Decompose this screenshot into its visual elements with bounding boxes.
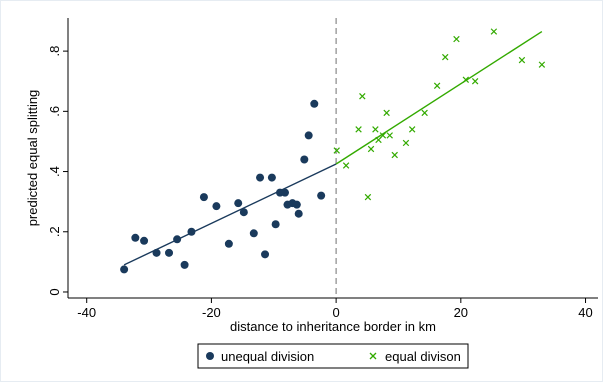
x-tick-label: 20 bbox=[454, 305, 468, 320]
point-unequal-division bbox=[256, 173, 265, 182]
point-unequal-division bbox=[187, 227, 196, 236]
point-unequal-division bbox=[212, 202, 221, 211]
point-equal-division bbox=[355, 126, 362, 133]
point-equal-division bbox=[342, 162, 350, 169]
point-unequal-division bbox=[180, 260, 189, 269]
point-equal-division bbox=[453, 35, 460, 43]
y-tick-label: .6 bbox=[47, 106, 62, 117]
y-tick-label: 0 bbox=[47, 288, 62, 295]
fit-line-equal-division bbox=[335, 30, 543, 165]
point-unequal-division bbox=[292, 200, 301, 209]
point-unequal-division bbox=[304, 131, 313, 140]
point-equal-division bbox=[383, 109, 390, 117]
y-axis-title: predicted equal splitting bbox=[25, 90, 40, 227]
point-unequal-division bbox=[239, 208, 248, 217]
point-unequal-division bbox=[224, 239, 233, 248]
point-unequal-division bbox=[280, 188, 289, 197]
point-equal-division bbox=[372, 126, 379, 133]
point-equal-division bbox=[433, 82, 441, 89]
point-unequal-division bbox=[140, 236, 149, 245]
point-unequal-division bbox=[173, 235, 182, 244]
data-points bbox=[120, 28, 546, 274]
point-unequal-division bbox=[261, 250, 270, 259]
point-equal-division bbox=[333, 147, 340, 154]
y-tick-label: .4 bbox=[47, 166, 62, 177]
point-unequal-division bbox=[165, 248, 174, 257]
point-equal-division bbox=[364, 193, 372, 201]
legend-marker-equal-division bbox=[369, 352, 377, 360]
legend-label-unequal-division: unequal division bbox=[221, 349, 314, 364]
point-unequal-division bbox=[199, 193, 208, 202]
x-axis-ticks: -40 -20 0 20 40 bbox=[77, 298, 593, 320]
point-unequal-division bbox=[131, 233, 140, 242]
point-equal-division bbox=[471, 78, 479, 85]
point-equal-division bbox=[538, 61, 546, 68]
point-equal-division bbox=[402, 139, 410, 147]
point-equal-division bbox=[391, 151, 398, 159]
fit-line-unequal-division bbox=[123, 163, 337, 266]
y-tick-label: .2 bbox=[47, 226, 62, 237]
point-unequal-division bbox=[234, 199, 243, 208]
point-equal-division bbox=[490, 28, 498, 35]
legend: unequal division equal divison bbox=[197, 343, 469, 369]
y-axis-ticks: 0 .2 .4 .6 .8 bbox=[47, 46, 68, 296]
point-unequal-division bbox=[120, 265, 129, 274]
x-tick-label: -20 bbox=[202, 305, 221, 320]
point-equal-division bbox=[386, 132, 393, 139]
x-tick-label: 0 bbox=[333, 305, 340, 320]
point-unequal-division bbox=[310, 99, 319, 108]
legend-label-equal-division: equal divison bbox=[385, 349, 461, 364]
point-unequal-division bbox=[300, 155, 309, 164]
point-equal-division bbox=[462, 76, 470, 83]
point-equal-division bbox=[442, 53, 449, 61]
fit-lines bbox=[123, 30, 543, 266]
point-equal-division bbox=[518, 56, 526, 64]
y-tick-label: .8 bbox=[47, 46, 62, 57]
point-unequal-division bbox=[267, 173, 276, 182]
point-unequal-division bbox=[294, 209, 303, 218]
x-axis-title: distance to inheritance border in km bbox=[230, 319, 436, 334]
point-equal-division bbox=[408, 126, 416, 133]
point-unequal-division bbox=[249, 229, 258, 238]
point-equal-division bbox=[379, 132, 387, 139]
x-tick-label: 40 bbox=[578, 305, 592, 320]
point-unequal-division bbox=[317, 191, 326, 200]
point-equal-division bbox=[421, 109, 428, 117]
legend-marker-unequal-division bbox=[206, 352, 214, 360]
point-unequal-division bbox=[152, 248, 161, 257]
legend-box bbox=[197, 343, 469, 369]
point-unequal-division bbox=[271, 220, 280, 229]
point-equal-division bbox=[367, 145, 375, 153]
x-tick-label: -40 bbox=[77, 305, 96, 320]
point-equal-division bbox=[359, 93, 366, 100]
